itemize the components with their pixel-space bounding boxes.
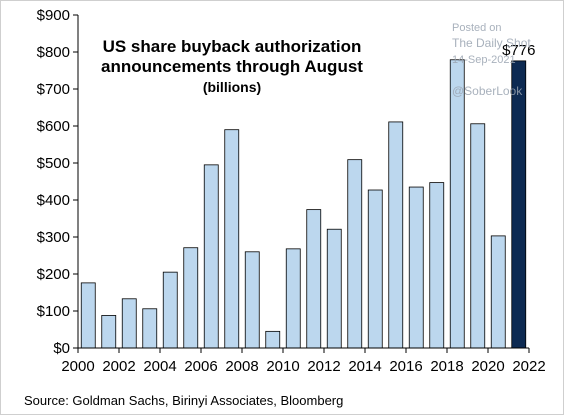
bar-2018 — [449, 59, 465, 349]
bar-2002 — [121, 298, 137, 349]
bar-2008 — [244, 251, 260, 349]
source-note: Source: Goldman Sachs, Birinyi Associate… — [24, 393, 344, 408]
y-tick-label: $100 — [37, 303, 70, 320]
watermark-date: 14-Sep-2021 — [452, 54, 516, 66]
x-tick-labels: 2000 2002 2004 2006 2008 2010 2012 2014 2016 2018… — [61, 348, 546, 375]
bar-2014 — [367, 189, 383, 349]
bar-2021 — [511, 60, 527, 349]
bar-2020 — [490, 235, 506, 349]
watermark-source: The Daily Shot — [452, 36, 531, 50]
x-tick-label: 2022 — [512, 358, 545, 375]
x-tick-label: 2016 — [389, 358, 422, 375]
bar-2005 — [183, 247, 199, 349]
y-tick-label: $900 — [37, 7, 70, 24]
y-tick-label: $0 — [53, 340, 70, 357]
x-tick-label: 2014 — [348, 358, 381, 375]
bar-2003 — [142, 308, 158, 349]
bar-2007 — [224, 129, 240, 349]
y-tick-label: $400 — [37, 192, 70, 209]
bar-2013 — [347, 159, 363, 349]
x-tick-label: 2012 — [307, 358, 340, 375]
bar-2004 — [162, 271, 178, 349]
x-tick-label: 2006 — [184, 358, 217, 375]
y-tick-label: $800 — [37, 44, 70, 61]
axes-group — [77, 15, 529, 349]
bar-2001 — [101, 315, 117, 349]
chart-title-line-2: announcements through August — [101, 57, 363, 76]
highlight-value-label: $776 — [502, 42, 535, 59]
x-tick-label: 2020 — [471, 358, 504, 375]
bar-2017 — [429, 182, 445, 349]
x-tick-label: 2004 — [143, 358, 176, 375]
bar-2015 — [388, 121, 404, 349]
x-tick-label: 2000 — [61, 358, 94, 375]
y-tick-label: $300 — [37, 229, 70, 246]
bar-2009 — [265, 330, 281, 349]
y-tick-label: $600 — [37, 118, 70, 135]
bar-2012 — [326, 228, 342, 349]
x-tick-label: 2008 — [225, 358, 258, 375]
y-tick-labels: $0 $100 $200 $300 $400 $500 $600 $700 $800 $900 — [37, 7, 78, 357]
bar-2016 — [408, 186, 424, 349]
watermark-posted-on: Posted on — [452, 22, 502, 34]
bar-2019 — [470, 123, 486, 349]
chart-title-line-1: US share buyback authorization — [103, 37, 362, 56]
bars-group — [80, 59, 527, 349]
y-tick-label: $500 — [37, 155, 70, 172]
bar-2000 — [80, 282, 96, 349]
x-tick-label: 2002 — [102, 358, 135, 375]
bar-2006 — [203, 164, 219, 349]
y-tick-label: $700 — [37, 81, 70, 98]
x-tick-label: 2010 — [266, 358, 299, 375]
x-tick-label: 2018 — [430, 358, 463, 375]
watermark-handle: @SoberLook — [452, 84, 523, 98]
chart-subtitle: (billions) — [203, 79, 261, 95]
y-tick-label: $200 — [37, 266, 70, 283]
bar-2010 — [285, 248, 301, 349]
bar-2011 — [306, 209, 322, 349]
